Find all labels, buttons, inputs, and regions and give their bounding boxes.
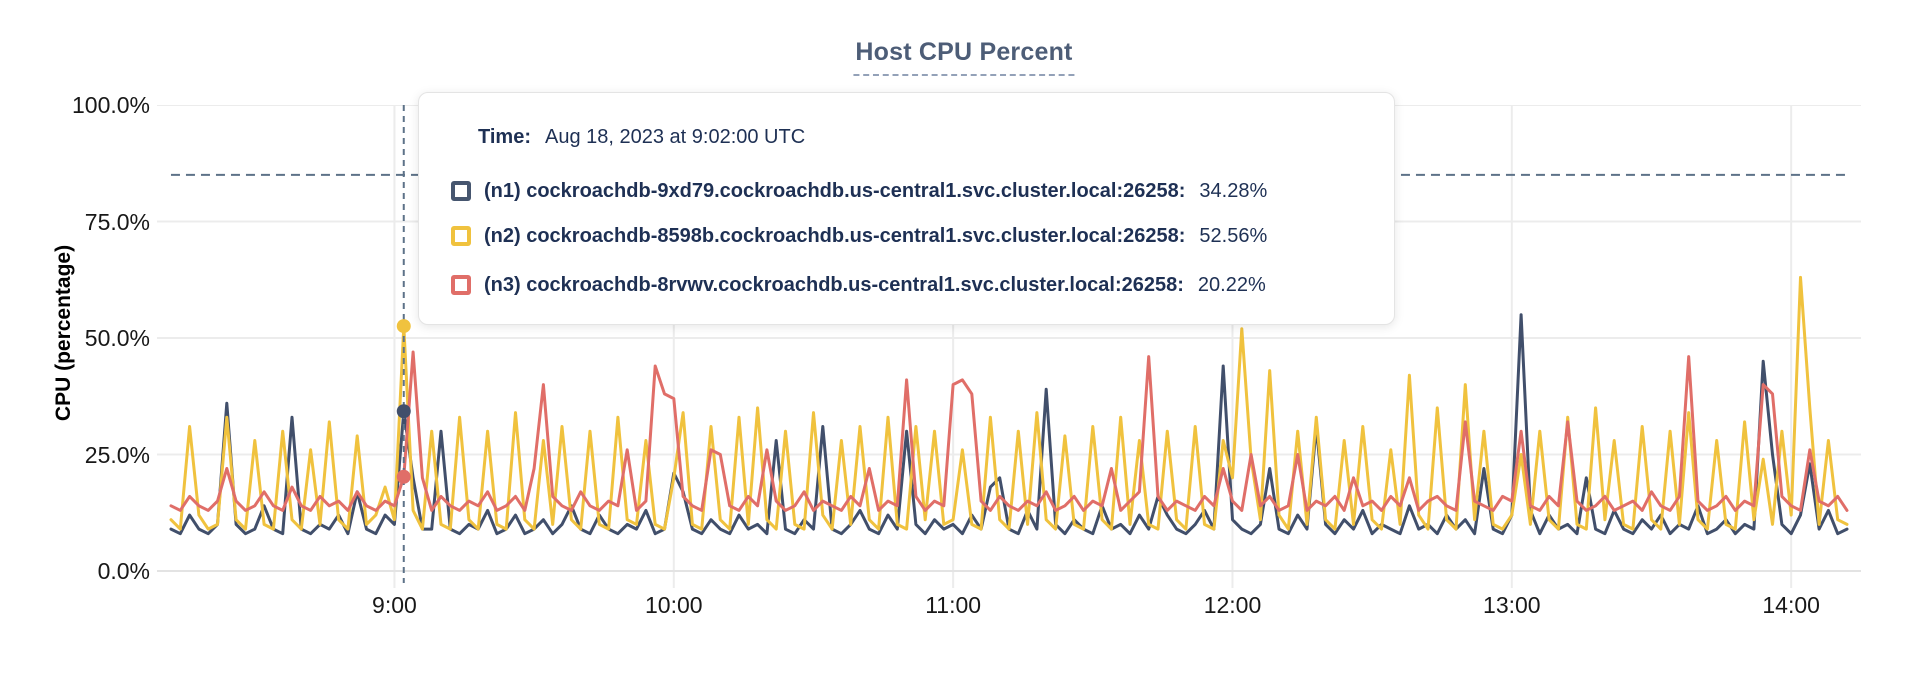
- series-node-name: (n2) cockroachdb-8598b.cockroachdb.us-ce…: [484, 225, 1186, 247]
- x-tick-label: 11:00: [925, 592, 982, 618]
- series-line-n3: [169, 350, 1849, 512]
- y-tick-label: 50.0%: [84, 325, 150, 351]
- cpu-percent-plot[interactable]: [157, 105, 1861, 605]
- series-node-name: (n3) cockroachdb-8rvwv.cockroachdb.us-ce…: [484, 274, 1184, 296]
- x-tick-label: 9:00: [372, 592, 417, 618]
- hover-dot-n2: [396, 319, 411, 334]
- tooltip-series-row-n3: (n3) cockroachdb-8rvwv.cockroachdb.us-ce…: [451, 271, 1266, 299]
- hover-dot-n3: [396, 469, 411, 484]
- x-tick-label: 10:00: [645, 592, 703, 618]
- hover-tooltip: Time: Aug 18, 2023 at 9:02:00 UTC (n1) c…: [418, 92, 1395, 325]
- series-value: 52.56%: [1199, 225, 1268, 247]
- tooltip-series-row-n2: (n2) cockroachdb-8598b.cockroachdb.us-ce…: [451, 222, 1267, 250]
- series-swatch-icon-n3: [451, 275, 471, 295]
- series-line-n2: [169, 275, 1849, 531]
- series-value: 34.28%: [1199, 180, 1268, 202]
- x-tick-label: 12:00: [1203, 592, 1262, 618]
- series-swatch-icon-n2: [451, 226, 471, 246]
- y-tick-label: 25.0%: [84, 441, 150, 468]
- hover-dot-n1: [396, 404, 411, 419]
- tooltip-time-label: Time:: [478, 126, 531, 148]
- x-tick-label: 13:00: [1483, 592, 1541, 618]
- tooltip-time-value: Aug 18, 2023 at 9:02:00 UTC: [544, 126, 806, 148]
- x-tick-label: 14:00: [1762, 592, 1820, 618]
- y-tick-label: 100.0%: [71, 92, 150, 118]
- tooltip-series-row-n1: (n1) cockroachdb-9xd79.cockroachdb.us-ce…: [451, 177, 1267, 205]
- series-value: 20.22%: [1197, 274, 1266, 296]
- series-swatch-icon-n1: [451, 181, 471, 201]
- series-node-name: (n1) cockroachdb-9xd79.cockroachdb.us-ce…: [484, 180, 1186, 202]
- y-tick-label: 75.0%: [84, 208, 150, 235]
- y-tick-label: 0.0%: [97, 558, 150, 584]
- chart-title: Host CPU Percent: [853, 38, 1075, 76]
- tooltip-time-row: Time: Aug 18, 2023 at 9:02:00 UTC: [478, 123, 805, 151]
